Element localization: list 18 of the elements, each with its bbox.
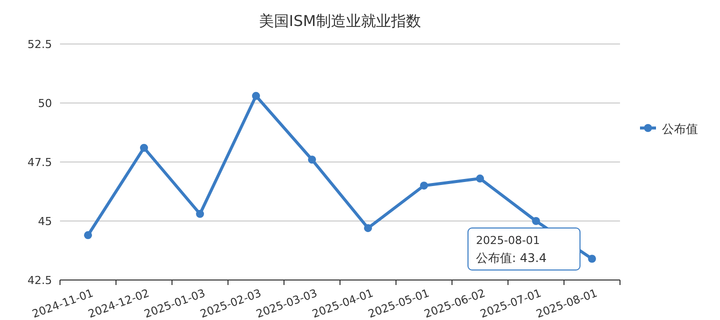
y-tick-label: 42.5 (28, 274, 52, 287)
legend-label: 公布值 (662, 122, 698, 136)
point (308, 156, 316, 164)
y-tick-label: 47.5 (28, 156, 52, 169)
point (420, 182, 428, 190)
point (476, 174, 484, 183)
point (532, 217, 540, 225)
point (196, 210, 204, 218)
point (252, 92, 260, 100)
y-tick-label: 45 (38, 215, 52, 228)
point (84, 231, 92, 240)
chart-title: 美国ISM制造业就业指数 (259, 12, 421, 30)
y-tick-label: 50 (38, 97, 52, 110)
y-tick-label: 52.5 (28, 38, 52, 51)
point (364, 224, 372, 232)
point (588, 254, 596, 263)
annotation: 2025-08-01 公布值: 43.4 (476, 234, 547, 265)
point (140, 144, 148, 152)
